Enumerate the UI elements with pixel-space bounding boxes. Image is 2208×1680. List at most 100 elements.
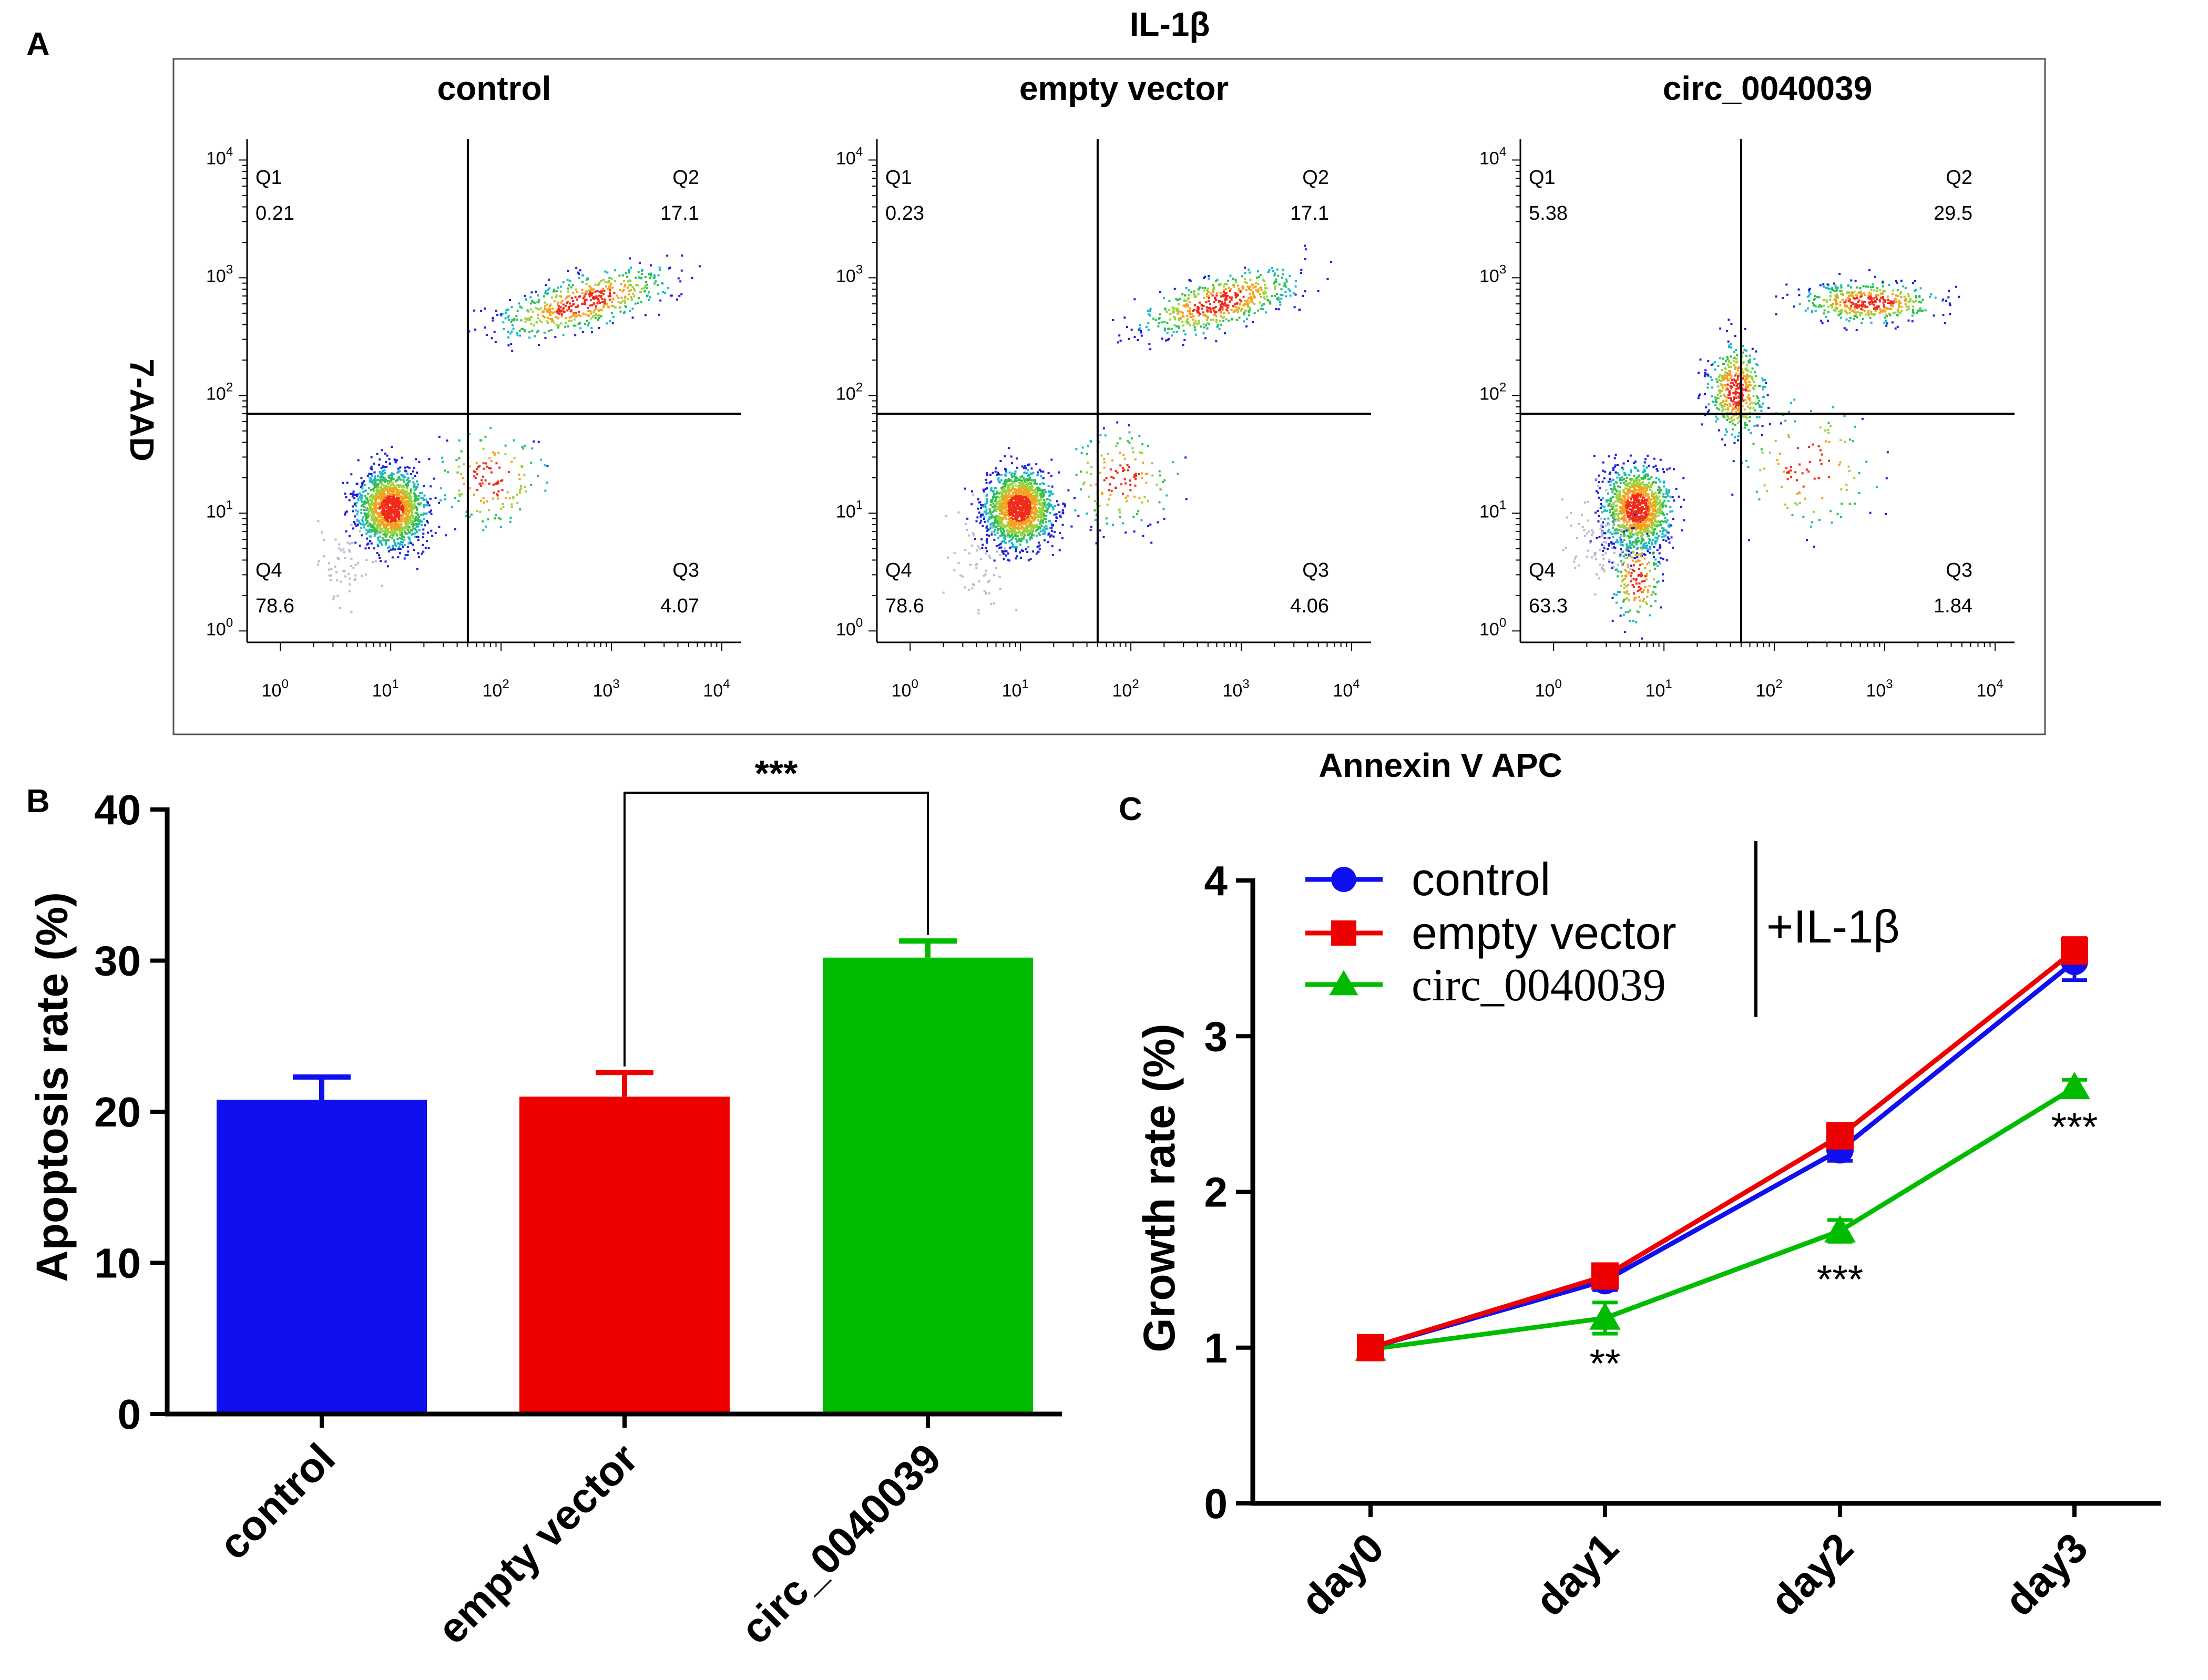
flow-dot [413,503,416,506]
flow-dot [413,494,416,496]
flow-dot [1110,476,1113,478]
flow-dot [548,279,550,281]
flow-dot [1192,315,1195,317]
flow-dot [1017,496,1019,498]
flow-dot [498,466,501,469]
flow-dot [1141,501,1143,504]
flow-dot [1294,280,1297,282]
flow-dot [1240,309,1242,312]
flow-dot [588,285,591,288]
flow-dot [591,304,594,306]
flow-dot [373,524,375,526]
flow-dot [1008,523,1010,525]
flow-dot [359,492,361,495]
flow-dot [417,515,420,518]
flow-dot [974,538,976,540]
flow-dot [1014,476,1017,479]
flow-dot [391,500,393,503]
flow-dot [1008,478,1010,480]
flow-dot [1617,485,1619,488]
flow-dot [1193,296,1196,299]
flow-dot [1020,534,1023,537]
flow-dot [638,276,640,279]
flow-dot [488,483,490,485]
flow-dot [509,520,512,523]
flow-dot [383,504,385,506]
flow-dot [582,297,585,300]
flow-dot [403,557,406,560]
flow-dot [967,534,970,537]
flow-dot [592,288,595,291]
flow-dot [1003,534,1005,536]
flow-dot [1031,516,1034,518]
flow-dot [1222,285,1225,288]
flow-dot [972,493,975,496]
flow-dot [1209,303,1211,305]
flow-dot [408,510,411,513]
flow-dot [643,290,646,293]
flow-dot [1029,507,1032,509]
flow-dot [1024,528,1026,530]
flow-dot [1178,326,1180,329]
flow-dot [1013,475,1016,477]
flow-dot [993,530,996,533]
flow-dot [412,515,414,518]
flow-dot [349,577,351,580]
flow-dot [412,503,415,506]
flow-dot [597,284,599,286]
flow-dot [1030,511,1033,514]
flow-dot [1039,516,1042,518]
flow-dot [398,546,401,549]
flow-dot [415,529,417,531]
flow-dot [410,498,412,501]
flow-dot [985,508,988,511]
flow-dot [975,520,978,523]
flow-dot [475,468,478,470]
flow-dot [516,334,519,336]
flow-dot [1138,497,1141,499]
flow-dot [1031,486,1034,488]
flow-dot [423,485,425,487]
flow-dot [1228,312,1230,314]
flow-dot [351,493,353,495]
flow-dot [1257,283,1260,285]
flow-dot [581,292,584,294]
flow-dot [557,326,559,329]
flow-dot [1029,529,1032,531]
flow-dot [1109,494,1112,496]
flow-dot [407,484,410,486]
flow-dot [414,475,416,477]
flow-dot [463,463,465,466]
flow-dot [1007,512,1009,515]
flow-dot [410,519,412,522]
flow-dot [1030,517,1033,519]
flow-dot [624,295,627,298]
flow-dot [493,452,496,455]
flow-dot [373,484,375,486]
flow-dot [648,299,650,301]
flow-dot [1031,503,1034,505]
flow-dot [534,335,536,337]
flow-dot [999,527,1001,530]
flow-dot [370,467,372,470]
flow-dot [381,585,383,587]
flow-dot [989,504,992,506]
flow-dot [522,327,524,330]
flow-dot [650,264,652,267]
flow-dot [1025,507,1027,510]
flow-dot [1610,488,1612,490]
flow-dot [1166,494,1168,497]
flow-dot [1043,483,1045,485]
flow-dot [1018,482,1020,484]
flow-dot [387,491,390,494]
flow-dot [1247,306,1250,308]
flow-dot [962,575,964,578]
flow-dot [1015,499,1017,501]
flow-dot [528,331,531,333]
flow-dot [354,578,357,580]
flow-dot [608,306,610,309]
flow-dot [1021,523,1024,525]
flow-dot [1033,497,1035,499]
flow-dot [383,497,385,499]
